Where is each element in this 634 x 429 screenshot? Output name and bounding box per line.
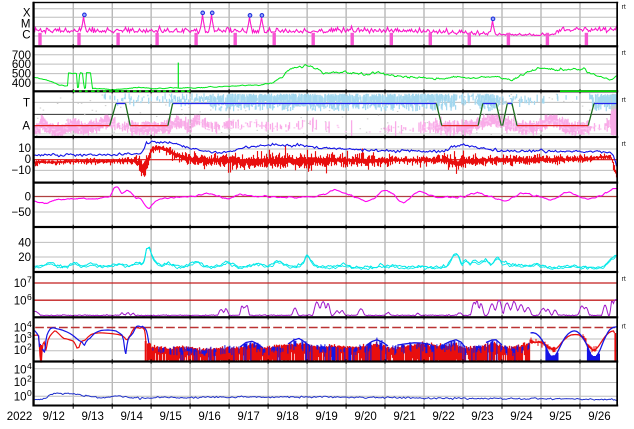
svg-text:700: 700 xyxy=(12,50,31,62)
svg-text:0: 0 xyxy=(25,192,31,204)
svg-text:rt: rt xyxy=(622,4,626,11)
svg-text:10: 10 xyxy=(14,364,27,376)
svg-text:40: 40 xyxy=(18,237,31,249)
svg-text:9/24: 9/24 xyxy=(510,411,533,423)
svg-text:−50: −50 xyxy=(11,207,31,219)
svg-text:rt: rt xyxy=(622,97,626,104)
svg-text:500: 500 xyxy=(12,69,31,81)
svg-text:20: 20 xyxy=(18,252,31,264)
svg-text:2022: 2022 xyxy=(7,411,33,423)
svg-text:X: X xyxy=(23,8,31,20)
svg-text:3: 3 xyxy=(27,330,32,340)
svg-text:10: 10 xyxy=(14,377,27,389)
svg-text:9/19: 9/19 xyxy=(315,411,337,423)
svg-text:7: 7 xyxy=(27,275,32,285)
svg-text:rt: rt xyxy=(622,323,626,330)
svg-text:9/17: 9/17 xyxy=(237,411,259,423)
svg-text:4: 4 xyxy=(27,319,32,329)
svg-text:M: M xyxy=(21,19,31,31)
svg-text:10: 10 xyxy=(14,295,27,307)
svg-text:9/14: 9/14 xyxy=(120,411,143,423)
svg-text:9/20: 9/20 xyxy=(354,411,376,423)
svg-text:0: 0 xyxy=(27,388,32,398)
svg-text:T: T xyxy=(23,98,30,110)
svg-text:C: C xyxy=(22,30,30,42)
svg-text:600: 600 xyxy=(12,59,31,71)
svg-text:rt: rt xyxy=(622,141,626,148)
svg-text:9/22: 9/22 xyxy=(432,411,454,423)
svg-text:9/25: 9/25 xyxy=(549,411,571,423)
svg-text:rt: rt xyxy=(622,50,626,57)
svg-text:10: 10 xyxy=(14,391,27,403)
svg-text:9/21: 9/21 xyxy=(393,411,415,423)
svg-text:10: 10 xyxy=(14,322,27,334)
svg-text:2: 2 xyxy=(27,374,32,384)
svg-text:2: 2 xyxy=(27,341,32,351)
svg-text:9/15: 9/15 xyxy=(159,411,181,423)
svg-text:A: A xyxy=(22,121,30,133)
svg-text:6: 6 xyxy=(27,292,32,302)
svg-text:−10: −10 xyxy=(11,165,31,177)
svg-text:9/16: 9/16 xyxy=(198,411,220,423)
svg-text:9/23: 9/23 xyxy=(471,411,493,423)
svg-text:4: 4 xyxy=(27,361,32,371)
svg-text:rt: rt xyxy=(622,276,626,283)
svg-text:9/18: 9/18 xyxy=(276,411,298,423)
svg-text:9/12: 9/12 xyxy=(42,411,64,423)
svg-text:10: 10 xyxy=(14,345,27,357)
svg-text:10: 10 xyxy=(14,278,27,290)
svg-text:9/13: 9/13 xyxy=(81,411,103,423)
svg-text:10: 10 xyxy=(14,334,27,346)
svg-text:0: 0 xyxy=(25,154,31,166)
svg-text:10: 10 xyxy=(18,143,31,155)
svg-text:400: 400 xyxy=(12,78,31,90)
svg-text:9/26: 9/26 xyxy=(588,411,610,423)
